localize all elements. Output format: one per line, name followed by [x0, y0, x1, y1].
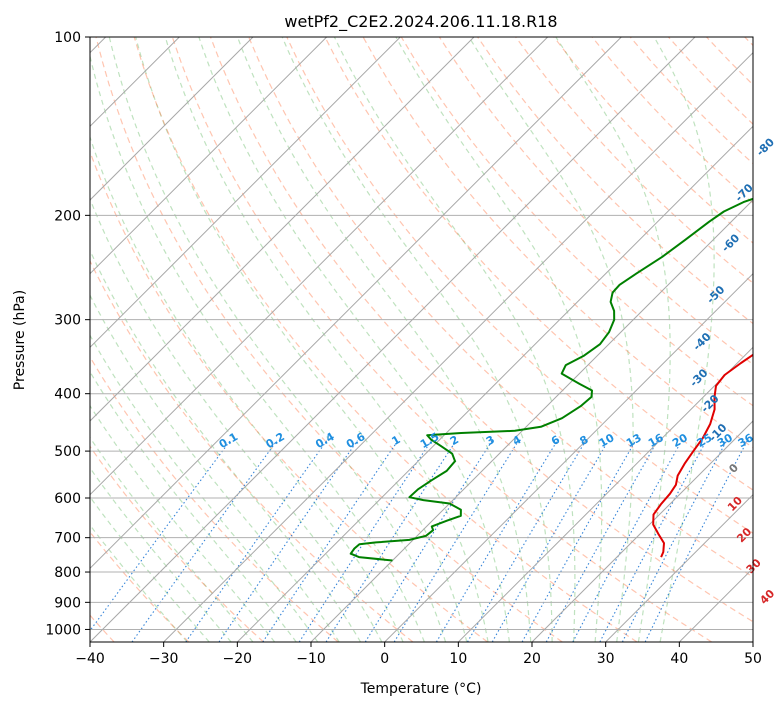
x-tick-label: 10: [449, 651, 467, 667]
dry-adiabat-line: [171, 37, 713, 642]
isotherm-line: [90, 37, 549, 496]
isotherm-line: [90, 37, 254, 201]
x-tick-label: 50: [744, 651, 762, 667]
moist-adiabat-line: [90, 197, 383, 642]
mixing-ratio-line: [491, 440, 609, 642]
moist-adiabat-line: [90, 53, 425, 642]
moist-adiabat-line: [281, 37, 553, 642]
mixing-ratio-line: [325, 440, 457, 642]
mixing-ratio-line: [572, 440, 683, 642]
y-tick-label: 200: [54, 208, 81, 224]
moist-adiabats: [90, 37, 715, 642]
temperature-profile-line: [652, 353, 753, 558]
dry-adiabat-line: [324, 37, 753, 491]
moist-adiabat-line: [90, 524, 188, 642]
y-tick-label: 700: [54, 531, 81, 547]
isotherm-line: [90, 37, 475, 422]
moist-adiabat-line: [90, 466, 232, 642]
isotherm-line: [605, 493, 753, 642]
moist-adiabat-line: [653, 37, 715, 642]
moist-adiabat-line: [333, 37, 576, 642]
mixing-ratio-line: [364, 440, 493, 642]
isotherm-line: [236, 125, 753, 642]
x-tick-label: −30: [149, 651, 179, 667]
dry-adiabat-line: [286, 37, 753, 534]
chart-title: wetPf2_C2E2.2024.206.11.18.R18: [284, 12, 557, 32]
isotherm-line: [163, 51, 753, 642]
moist-adiabat-line: [395, 37, 603, 642]
x-axis-label: Temperature (°C): [360, 681, 482, 697]
dry-adiabat-line: [133, 37, 638, 642]
moist-adiabat-line: [135, 37, 468, 642]
x-tick-label: 40: [670, 651, 688, 667]
isotherm-line: [457, 346, 753, 642]
moist-adiabat-line: [90, 436, 254, 642]
dry-adiabat-line: [90, 259, 414, 642]
y-tick-label: 900: [54, 595, 81, 611]
dry-adiabat-line: [90, 355, 339, 642]
x-tick-label: −10: [296, 651, 326, 667]
mixing-ratio-line: [298, 440, 432, 642]
y-tick-label: 400: [54, 387, 81, 403]
dry-adiabat-line: [515, 37, 753, 284]
mixing-ratio-line: [435, 440, 558, 642]
isotherm-line: [90, 37, 696, 642]
pressure-gridlines: [90, 37, 753, 630]
skewed-isotherms: [90, 37, 753, 642]
isotherm-line: [90, 37, 622, 570]
moist-adiabat-line: [164, 37, 489, 642]
y-axis-ticks: 100 200 300 400 500 600 700 800 900 1000: [45, 30, 90, 638]
dry-adiabats: [90, 37, 753, 642]
y-tick-label: 800: [54, 565, 81, 581]
moist-adiabat-line: [555, 37, 671, 642]
y-tick-label: 600: [54, 491, 81, 507]
x-tick-label: 30: [597, 651, 615, 667]
moist-adiabat-line: [90, 135, 404, 642]
isotherm-line: [90, 37, 401, 349]
dewpoint-profile-line: [349, 197, 753, 562]
mixing-ratio-line: [644, 440, 748, 642]
moist-adiabat-line: [90, 370, 297, 642]
isotherm-line: [531, 420, 753, 642]
x-axis-ticks: −40 −30 −20 −10 0 10 20 30 40 50: [75, 642, 762, 667]
dry-adiabat-line: [95, 37, 563, 642]
x-tick-label: 0: [380, 651, 389, 667]
plot-area: [90, 37, 753, 642]
profile-series: [349, 197, 753, 562]
dry-adiabat-line: [248, 37, 753, 578]
moist-adiabat-line: [90, 334, 319, 642]
mixing-ratio-line: [262, 440, 399, 642]
isotherm-line: [310, 199, 753, 642]
mixing-ratio-line: [131, 440, 278, 642]
dry-adiabat-line: [90, 445, 264, 642]
mixing-ratio-line: [467, 440, 587, 642]
isotherm-line: [384, 272, 753, 642]
plot-frame: [89, 36, 754, 643]
dry-adiabat-line: [209, 37, 753, 623]
moist-adiabat-line: [108, 37, 447, 642]
y-tick-label: 300: [54, 313, 81, 329]
moist-adiabat-line: [90, 496, 210, 642]
mixing-ratio-line: [90, 440, 231, 632]
mixing-ratio-line: [521, 440, 637, 642]
y-tick-label: 100: [54, 30, 81, 46]
y-tick-label: 1000: [45, 622, 81, 638]
isotherm-line: [90, 37, 328, 275]
y-tick-label: 500: [54, 444, 81, 460]
x-tick-label: −40: [75, 651, 105, 667]
mixing-ratio-line: [545, 440, 659, 642]
x-tick-label: −20: [223, 651, 253, 667]
mixing-ratio-line: [185, 440, 328, 642]
x-tick-label: 20: [523, 651, 541, 667]
moist-adiabat-line: [90, 404, 276, 642]
y-axis-label: Pressure (hPa): [12, 290, 28, 390]
